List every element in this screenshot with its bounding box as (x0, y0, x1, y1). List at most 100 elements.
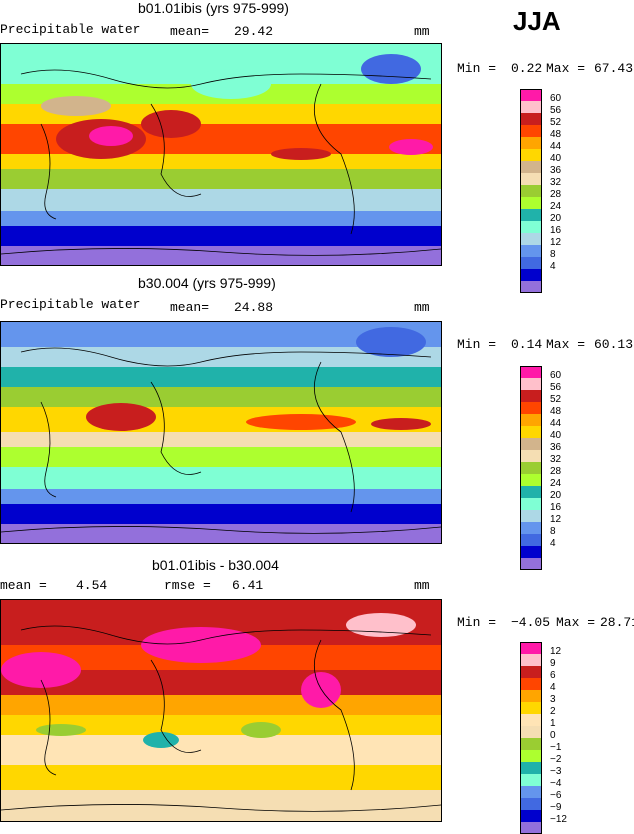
colorbar-swatch (520, 546, 542, 558)
colorbar-swatch (520, 726, 542, 738)
colorbar-level-label: 44 (550, 141, 562, 152)
colorbar-segment: 60 (520, 89, 561, 104)
colorbar-segment: 48 (520, 125, 561, 140)
colorbar-segment: 20 (520, 209, 561, 224)
colorbar-level-label: 24 (550, 201, 562, 212)
panel2-max-value: 60.13 (594, 337, 634, 352)
colorbar-segment: 40 (520, 426, 561, 441)
colorbar-segment: 4 (520, 257, 556, 272)
colorbar-swatch (520, 750, 542, 762)
colorbar-segment (520, 281, 542, 293)
panel3-colorbar: 12 9 6 4 3 2 1 0 −1 −2 −3 −4 −6 −9 −12 (520, 642, 567, 834)
colorbar-segment: 60 (520, 366, 561, 381)
panel2-unit: mm (414, 300, 430, 315)
colorbar-segment: −2 (520, 750, 561, 765)
colorbar-level-label: −3 (550, 766, 562, 777)
colorbar-level-label: 32 (550, 454, 562, 465)
colorbar-segment: 0 (520, 726, 556, 741)
colorbar-level-label: 40 (550, 430, 562, 441)
colorbar-segment: −12 (520, 810, 567, 825)
colorbar-swatch (520, 101, 542, 113)
colorbar-level-label: 16 (550, 225, 562, 236)
panel3-unit: mm (414, 578, 430, 593)
colorbar-level-label: 48 (550, 129, 562, 140)
colorbar-swatch (520, 173, 542, 185)
panel1-mean-value: 29.42 (234, 24, 274, 39)
colorbar-segment: −4 (520, 774, 561, 789)
colorbar-segment: 32 (520, 173, 561, 188)
colorbar-swatch (520, 762, 542, 774)
colorbar-segment: −6 (520, 786, 561, 801)
panel3-map (0, 599, 442, 822)
colorbar-swatch (520, 654, 542, 666)
colorbar-swatch (520, 534, 542, 546)
colorbar-swatch (520, 678, 542, 690)
colorbar-segment: 36 (520, 161, 561, 176)
colorbar-level-label: −1 (550, 742, 562, 753)
colorbar-level-label: 2 (550, 706, 556, 717)
panel2-title: b30.004 (yrs 975-999) (138, 275, 276, 291)
colorbar-level-label: 8 (550, 249, 556, 260)
colorbar-swatch (520, 257, 542, 269)
colorbar-swatch (520, 522, 542, 534)
colorbar-segment: 20 (520, 486, 561, 501)
colorbar-level-label: 40 (550, 153, 562, 164)
colorbar-segment: 16 (520, 498, 561, 513)
panel1-max-label: Max = (546, 61, 586, 76)
colorbar-segment: 36 (520, 438, 561, 453)
colorbar-swatch (520, 209, 542, 221)
colorbar-segment: 40 (520, 149, 561, 164)
colorbar-level-label: 52 (550, 117, 562, 128)
colorbar-segment: 28 (520, 185, 561, 200)
colorbar-swatch (520, 426, 542, 438)
colorbar-level-label: 24 (550, 478, 562, 489)
colorbar-segment: 44 (520, 414, 561, 429)
colorbar-segment: 24 (520, 474, 561, 489)
colorbar-segment: 8 (520, 245, 556, 260)
colorbar-segment: 12 (520, 642, 561, 657)
colorbar-swatch (520, 774, 542, 786)
colorbar-level-label: 28 (550, 466, 562, 477)
colorbar-swatch (520, 486, 542, 498)
colorbar-segment: 2 (520, 702, 556, 717)
colorbar-swatch (520, 738, 542, 750)
colorbar-level-label: 56 (550, 105, 562, 116)
colorbar-swatch (520, 245, 542, 257)
panel2-variable-label: Precipitable water (0, 297, 141, 312)
panel1-variable-label: Precipitable water (0, 22, 141, 37)
colorbar-level-label: 56 (550, 382, 562, 393)
colorbar-segment: 32 (520, 450, 561, 465)
colorbar-segment: 56 (520, 101, 561, 116)
panel3-max-label: Max = (556, 615, 596, 630)
colorbar-level-label: 60 (550, 370, 562, 381)
colorbar-segment: 24 (520, 197, 561, 212)
colorbar-swatch (520, 233, 542, 245)
colorbar-segment: 3 (520, 690, 556, 705)
colorbar-swatch (520, 402, 542, 414)
season-label: JJA (513, 6, 561, 36)
colorbar-segment: −1 (520, 738, 561, 753)
colorbar-level-label: 12 (550, 514, 562, 525)
colorbar-level-label: 48 (550, 406, 562, 417)
colorbar-swatch (520, 690, 542, 702)
colorbar-segment: 12 (520, 510, 561, 525)
colorbar-swatch (520, 366, 542, 378)
panel1-map (0, 43, 442, 266)
colorbar-level-label: 4 (550, 538, 556, 549)
colorbar-segment: 52 (520, 113, 561, 128)
colorbar-level-label: 60 (550, 93, 562, 104)
colorbar-level-label: 36 (550, 442, 562, 453)
colorbar-level-label: 36 (550, 165, 562, 176)
colorbar-swatch (520, 510, 542, 522)
panel1-map-graphic (1, 44, 441, 265)
colorbar-swatch (520, 798, 542, 810)
colorbar-swatch (520, 450, 542, 462)
colorbar-segment: 28 (520, 462, 561, 477)
colorbar-segment: 56 (520, 378, 561, 393)
colorbar-segment (520, 546, 542, 558)
panel3-title: b01.01ibis - b30.004 (152, 557, 279, 573)
colorbar-swatch (520, 161, 542, 173)
panel2-map-graphic (1, 322, 441, 543)
colorbar-segment (520, 558, 542, 570)
colorbar-swatch (520, 221, 542, 233)
